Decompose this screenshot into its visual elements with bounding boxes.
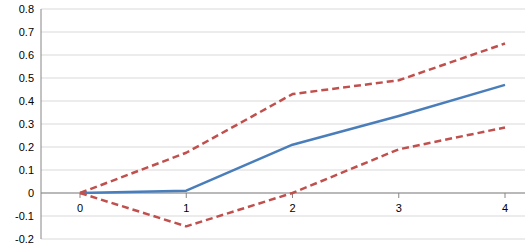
y-tick-label: 0.6 [19,49,34,61]
series-line [80,127,505,226]
series-line [80,85,505,193]
x-tick [505,193,506,198]
grid-line [41,9,525,10]
x-tick [398,193,399,198]
series-group [80,44,505,227]
chart: -0.2 -0.1 0 0.1 0.2 0.3 0.4 0.5 0.6 0.7 0.8 0 1 2 3 4 [0,0,527,248]
grid-line [41,216,525,217]
grid-line [41,147,525,148]
grid-line [41,170,525,171]
y-tick-label: 0.5 [19,72,34,84]
x-tick-label: 3 [396,202,402,214]
y-tick-label: 0.4 [19,95,34,107]
grid-line [41,55,525,56]
x-tick-label: 0 [77,202,83,214]
grid-line [41,124,525,125]
y-tick-label: 0.1 [19,164,34,176]
y-tick-label: -0.1 [15,210,34,222]
y-tick-label: 0.2 [19,141,34,153]
x-tick [186,193,187,198]
y-tick-label: 0.8 [19,3,34,15]
series-line [80,44,505,194]
x-tick-label: 1 [183,202,189,214]
y-tick-label: 0.3 [19,118,34,130]
x-tick-label: 2 [289,202,295,214]
grid-line [41,239,525,240]
y-tick-label: -0.2 [15,233,34,245]
grid-line [41,78,525,79]
y-tick-label: 0.7 [19,26,34,38]
y-axis [41,9,42,239]
grid-line [41,32,525,33]
y-tick-label: 0 [28,187,34,199]
x-tick-label: 4 [502,202,508,214]
